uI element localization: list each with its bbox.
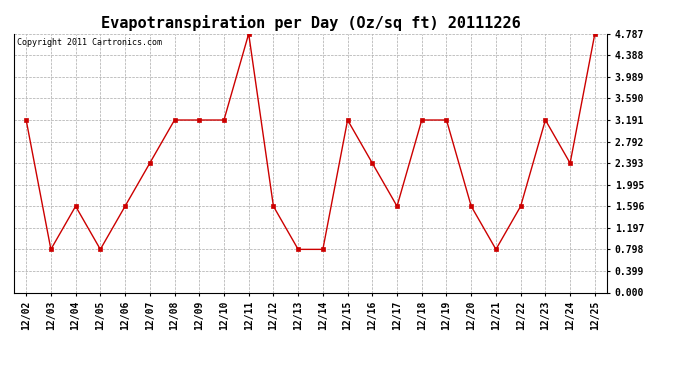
Title: Evapotranspiration per Day (Oz/sq ft) 20111226: Evapotranspiration per Day (Oz/sq ft) 20…	[101, 15, 520, 31]
Text: Copyright 2011 Cartronics.com: Copyright 2011 Cartronics.com	[17, 38, 161, 46]
